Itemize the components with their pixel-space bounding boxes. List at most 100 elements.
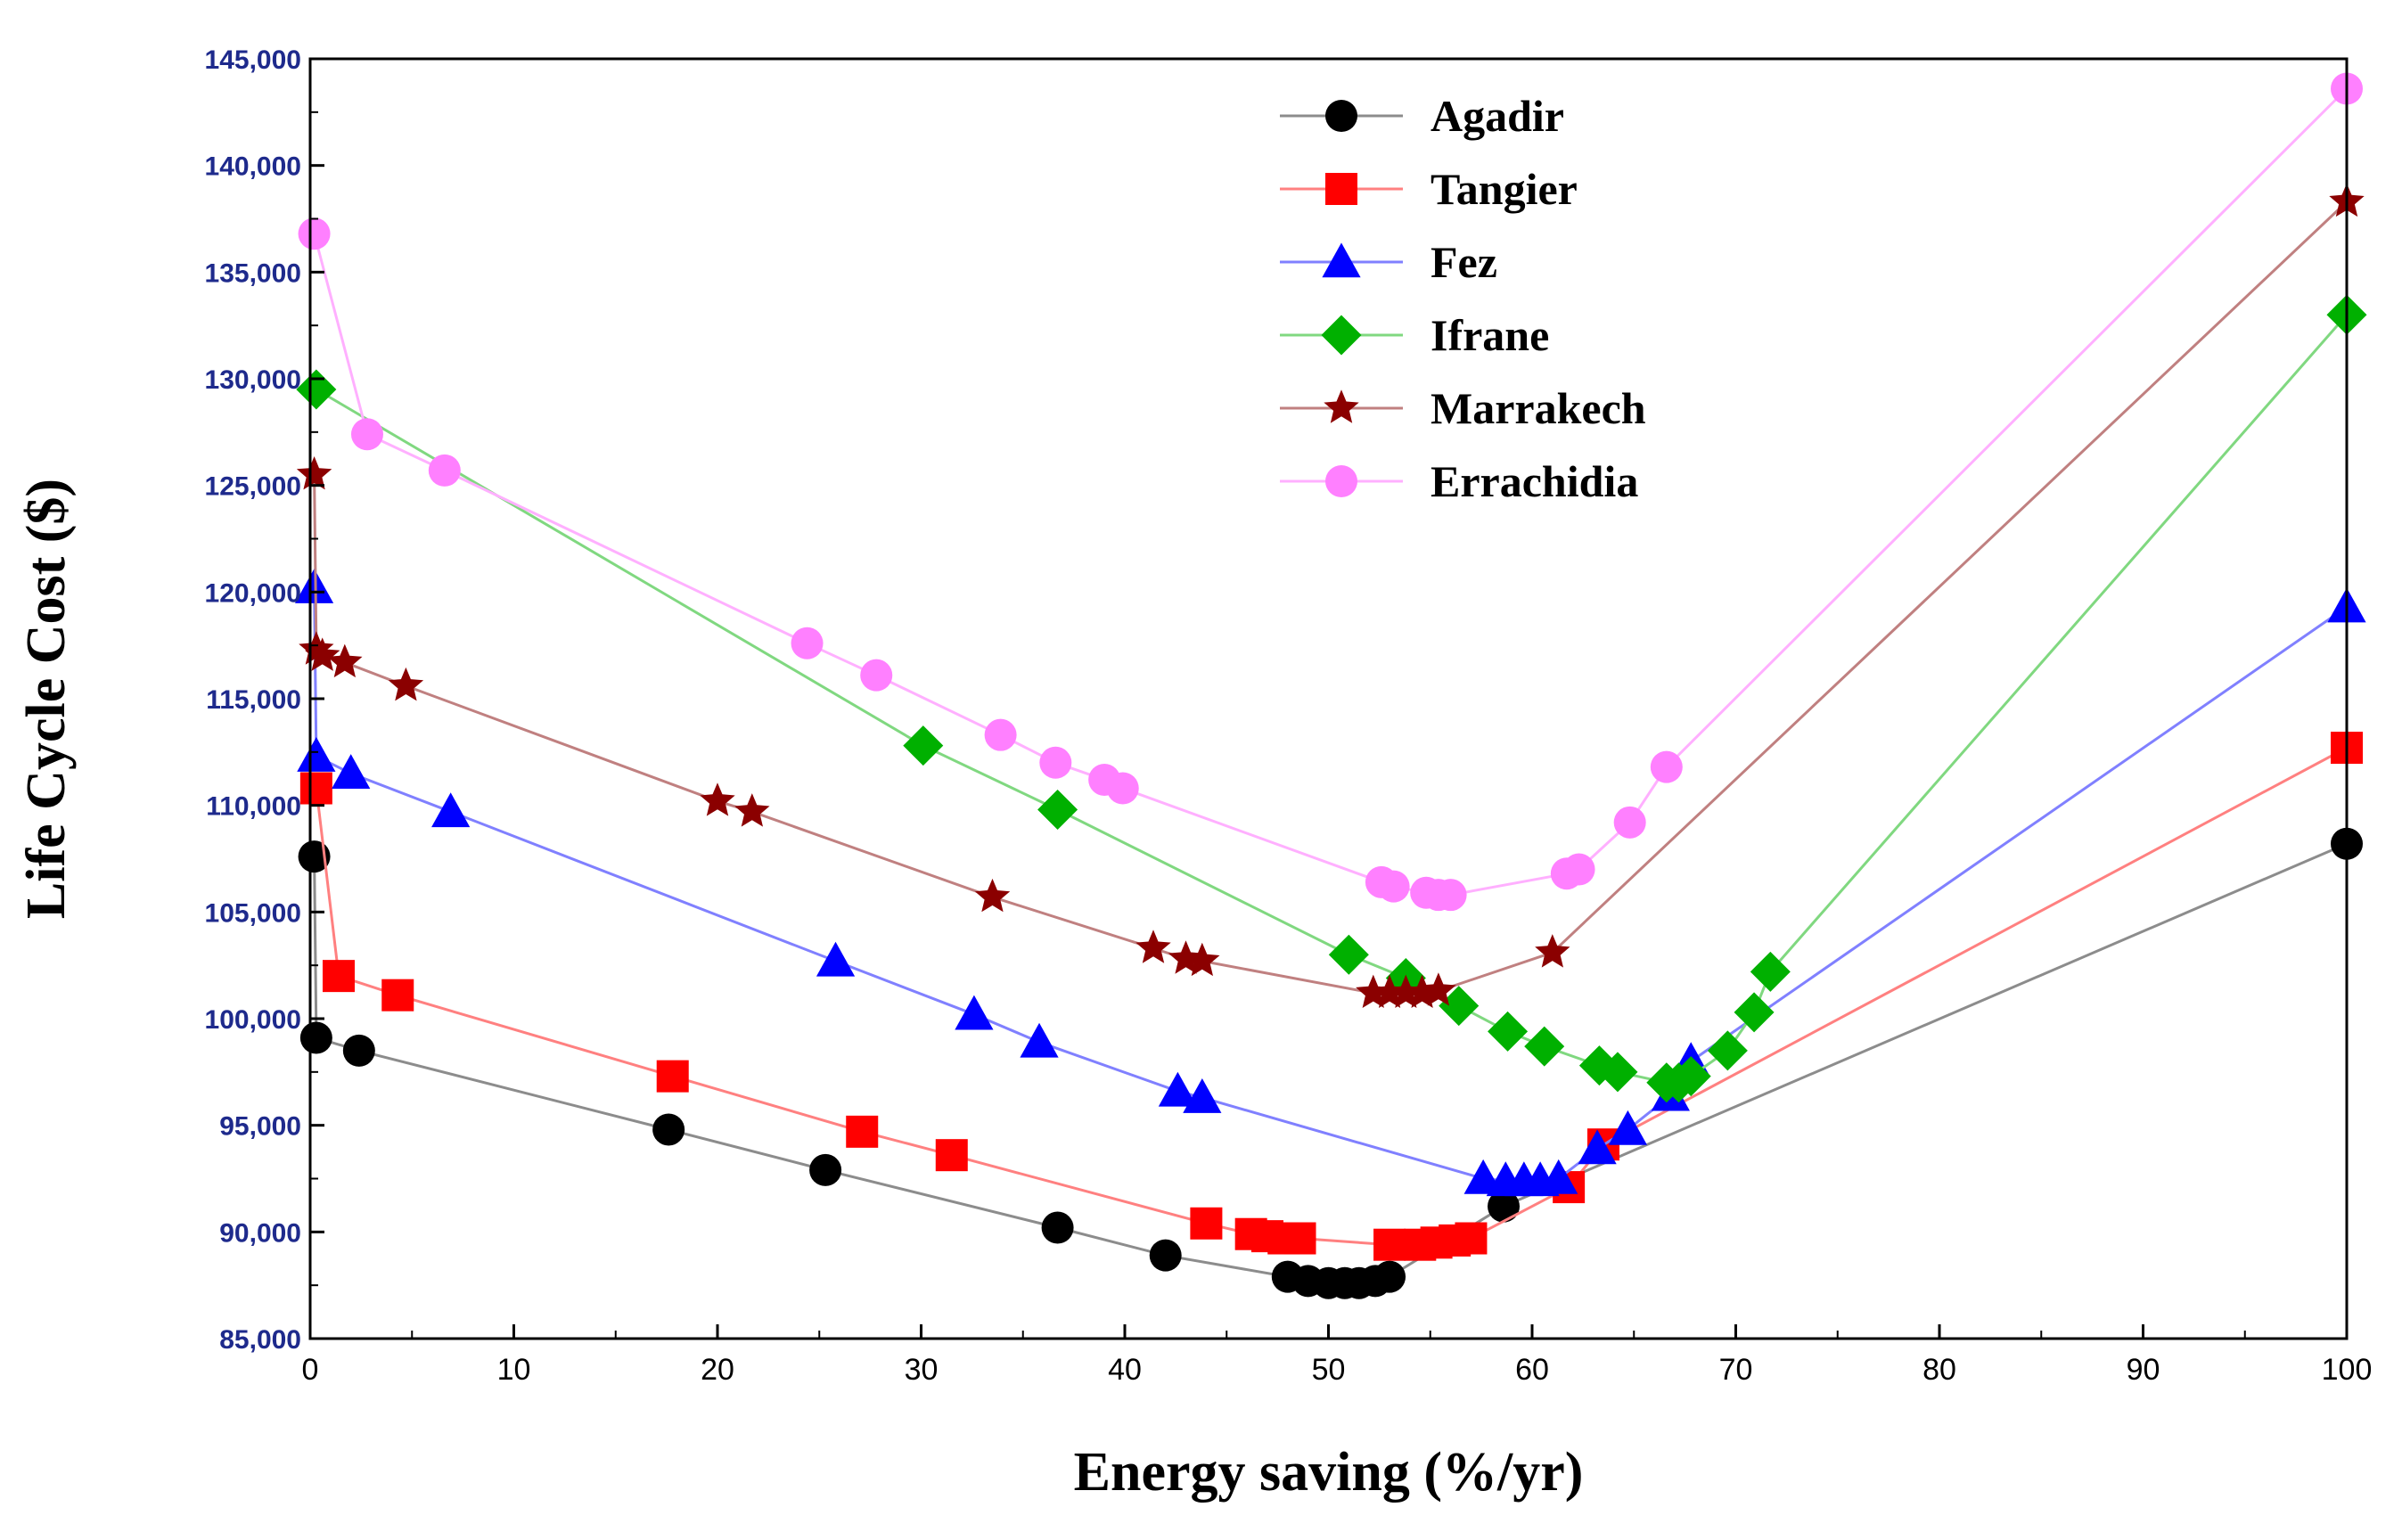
y-tick-label: 90,000 [219, 1218, 301, 1248]
x-tick-label: 100 [2322, 1353, 2373, 1387]
legend-item-tangier: Tangier [1280, 164, 1578, 214]
data-point-tangier [846, 1115, 879, 1148]
data-point-fez [297, 737, 336, 772]
y-tick-label: 145,000 [205, 45, 301, 75]
data-point-tangier [1455, 1222, 1488, 1255]
legend: Agadir Tangier Fez Ifrane Marrakech Errachidi… [1280, 91, 1646, 506]
series-errachidia [298, 72, 2363, 912]
data-point-errachidia [350, 418, 383, 451]
data-point-ifrane [1707, 1030, 1748, 1071]
data-point-fez [1539, 1159, 1578, 1194]
data-point-ifrane [1750, 951, 1791, 992]
y-tick-label: 115,000 [206, 685, 301, 715]
data-point-ifrane [1328, 934, 1369, 975]
x-axis-title: Energy saving (%/yr) [1074, 1442, 1584, 1503]
data-point-marrakech [1535, 934, 1570, 968]
data-point-marrakech [305, 637, 340, 671]
legend-label-agadir: Agadir [1431, 91, 1564, 141]
y-tick-label: 85,000 [219, 1325, 301, 1355]
data-point-fez [1183, 1077, 1222, 1113]
data-point-marrakech [700, 782, 735, 816]
data-point-marrakech [974, 878, 1011, 913]
data-point-fez [1608, 1110, 1647, 1145]
data-point-tangier [381, 979, 414, 1012]
y-tick-label: 135,000 [205, 258, 301, 288]
data-point-errachidia [298, 217, 331, 250]
data-point-agadir [1041, 1211, 1074, 1244]
data-point-agadir [342, 1034, 375, 1067]
legend-item-agadir: Agadir [1280, 91, 1564, 141]
data-point-marrakech [1185, 942, 1220, 977]
legend-item-errachidia: Errachidia [1280, 456, 1638, 506]
x-tick-label: 40 [1108, 1353, 1142, 1387]
data-point-fez [332, 754, 371, 790]
data-point-errachidia [1650, 750, 1683, 783]
legend-item-marrakech: Marrakech [1280, 383, 1646, 433]
data-point-tangier [656, 1060, 689, 1093]
y-tick-label: 105,000 [205, 898, 301, 928]
data-point-fez [431, 792, 471, 828]
data-point-ifrane [1524, 1026, 1565, 1067]
x-tick-label: 10 [497, 1353, 531, 1387]
data-point-ifrane [1488, 1011, 1529, 1052]
series-agadir [298, 827, 2363, 1299]
data-point-agadir [1149, 1239, 1182, 1272]
data-point-fez [1020, 1022, 1059, 1058]
data-point-errachidia [1106, 772, 1139, 805]
y-axis-title: Life Cycle Cost ($) [16, 479, 77, 919]
legend-label-tangier: Tangier [1431, 164, 1578, 214]
y-tick-label: 120,000 [205, 578, 301, 608]
data-point-ifrane [903, 725, 944, 766]
legend-marker-fez [1322, 242, 1361, 278]
data-point-agadir [809, 1153, 842, 1186]
legend-marker-marrakech [1324, 389, 1359, 423]
x-tick-label: 70 [1719, 1353, 1753, 1387]
data-point-tangier [322, 960, 355, 993]
data-point-errachidia [1562, 853, 1595, 886]
legend-label-errachidia: Errachidia [1431, 456, 1638, 506]
data-point-ifrane [1734, 992, 1775, 1033]
data-point-tangier [1283, 1222, 1316, 1255]
x-tick-label: 60 [1515, 1353, 1549, 1387]
axis-ticks: 0 10 20 30 40 50 60 70 80 90 100 85,000 90,000 95,000… [205, 45, 2373, 1387]
data-point-errachidia [1377, 870, 1410, 903]
data-point-tangier [1190, 1207, 1223, 1240]
x-tick-label: 30 [905, 1353, 939, 1387]
y-tick-label: 110,000 [206, 792, 301, 822]
data-point-fez [955, 995, 994, 1030]
data-point-ifrane [1037, 789, 1078, 830]
data-point-fez [1158, 1071, 1198, 1107]
x-tick-label: 80 [1922, 1353, 1956, 1387]
data-point-tangier [1373, 1228, 1406, 1261]
data-point-agadir [1488, 1190, 1521, 1223]
y-tick-label: 125,000 [205, 472, 301, 502]
data-point-marrakech [327, 643, 363, 678]
data-point-tangier [935, 1139, 968, 1172]
series-layer [294, 72, 2367, 1299]
legend-label-fez: Fez [1431, 237, 1497, 287]
x-tick-label: 90 [2127, 1353, 2160, 1387]
y-tick-label: 130,000 [205, 365, 301, 395]
data-point-tangier [299, 772, 332, 805]
y-tick-label: 95,000 [219, 1112, 301, 1142]
data-point-ifrane [1597, 1052, 1638, 1093]
data-point-marrakech [388, 667, 424, 701]
legend-item-ifrane: Ifrane [1280, 310, 1549, 360]
data-point-errachidia [1039, 746, 1072, 779]
data-point-agadir [299, 1021, 332, 1054]
data-point-errachidia [428, 454, 461, 487]
legend-marker-tangier [1325, 173, 1357, 205]
data-point-ifrane [1670, 1056, 1711, 1097]
data-point-errachidia [1613, 806, 1646, 839]
legend-marker-errachidia [1325, 465, 1357, 497]
legend-marker-ifrane [1321, 315, 1362, 356]
legend-marker-agadir [1325, 100, 1357, 132]
data-point-marrakech [734, 793, 770, 827]
legend-label-ifrane: Ifrane [1431, 310, 1549, 360]
data-point-marrakech [296, 456, 332, 490]
data-point-errachidia [860, 659, 893, 692]
data-point-errachidia [984, 718, 1017, 751]
x-tick-label: 20 [701, 1353, 734, 1387]
